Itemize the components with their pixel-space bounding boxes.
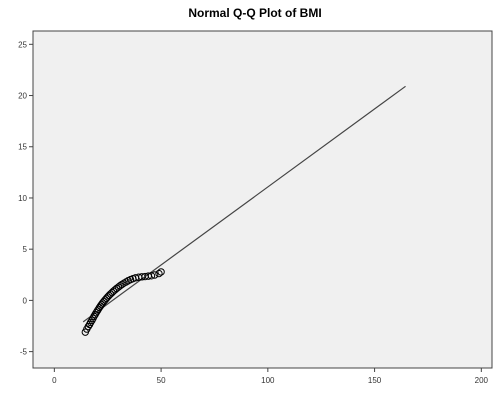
axis-ticks: -5 0 5 10 15 20 25 0 50 100 150 200 [18, 40, 488, 385]
reference-line [82, 85, 406, 323]
y-tick-label: 10 [18, 194, 27, 203]
data-points [81, 268, 165, 336]
y-tick-label: -5 [20, 348, 28, 357]
data-point [116, 282, 124, 290]
reference-line-layer [82, 85, 406, 323]
y-tick-label: 0 [23, 296, 28, 305]
y-tick-label: 5 [23, 245, 28, 254]
data-point [147, 272, 156, 280]
x-tick-label: 100 [261, 376, 275, 385]
chart-title: Normal Q-Q Plot of BMI [188, 6, 321, 20]
plot-area [32, 30, 493, 369]
data-point [118, 280, 126, 289]
x-tick-label: 50 [157, 376, 166, 385]
data-point [84, 322, 92, 331]
y-tick-label: 25 [18, 40, 27, 49]
data-point [86, 318, 95, 327]
y-tick-label: 15 [18, 143, 27, 152]
data-point [90, 312, 98, 320]
x-tick-label: 0 [52, 376, 57, 385]
x-tick-label: 150 [368, 376, 382, 385]
y-tick-label: 20 [18, 92, 27, 101]
data-point [91, 310, 99, 319]
data-point [155, 269, 163, 278]
data-point [150, 271, 159, 279]
x-tick-label: 200 [475, 376, 489, 385]
data-point [157, 268, 165, 276]
